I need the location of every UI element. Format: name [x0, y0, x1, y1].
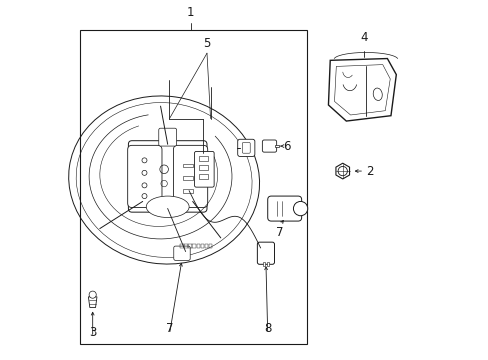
- Bar: [199, 174, 207, 179]
- FancyBboxPatch shape: [267, 196, 301, 221]
- Circle shape: [337, 166, 346, 176]
- Polygon shape: [328, 59, 395, 121]
- Bar: [188, 244, 192, 248]
- Text: 5: 5: [203, 37, 210, 50]
- Bar: [80, 30, 306, 344]
- FancyBboxPatch shape: [194, 152, 214, 187]
- Bar: [196, 244, 200, 248]
- Polygon shape: [335, 163, 349, 179]
- FancyBboxPatch shape: [257, 242, 274, 264]
- Bar: [274, 145, 279, 148]
- Circle shape: [293, 202, 307, 216]
- Circle shape: [89, 291, 96, 298]
- FancyBboxPatch shape: [127, 145, 162, 207]
- Text: 7: 7: [165, 323, 173, 336]
- Ellipse shape: [146, 196, 189, 217]
- Bar: [208, 244, 212, 248]
- Bar: [199, 165, 207, 170]
- FancyBboxPatch shape: [262, 140, 276, 152]
- Text: 8: 8: [264, 323, 271, 336]
- Bar: [183, 189, 192, 193]
- Text: 4: 4: [360, 31, 367, 44]
- Polygon shape: [88, 297, 97, 307]
- Bar: [183, 176, 192, 180]
- Bar: [200, 244, 204, 248]
- Bar: [180, 244, 183, 248]
- Text: 6: 6: [283, 140, 290, 153]
- Text: 2: 2: [365, 165, 373, 177]
- FancyBboxPatch shape: [173, 246, 190, 260]
- Bar: [184, 244, 187, 248]
- Text: 1: 1: [187, 6, 194, 19]
- FancyBboxPatch shape: [173, 145, 207, 207]
- Text: 3: 3: [89, 326, 96, 339]
- Bar: [262, 262, 264, 266]
- Bar: [266, 262, 268, 266]
- Bar: [192, 244, 196, 248]
- Bar: [199, 157, 207, 161]
- FancyBboxPatch shape: [237, 139, 254, 157]
- Text: 7: 7: [276, 226, 284, 239]
- FancyBboxPatch shape: [159, 128, 176, 146]
- FancyBboxPatch shape: [128, 141, 206, 212]
- Bar: [183, 164, 192, 167]
- Bar: [204, 244, 208, 248]
